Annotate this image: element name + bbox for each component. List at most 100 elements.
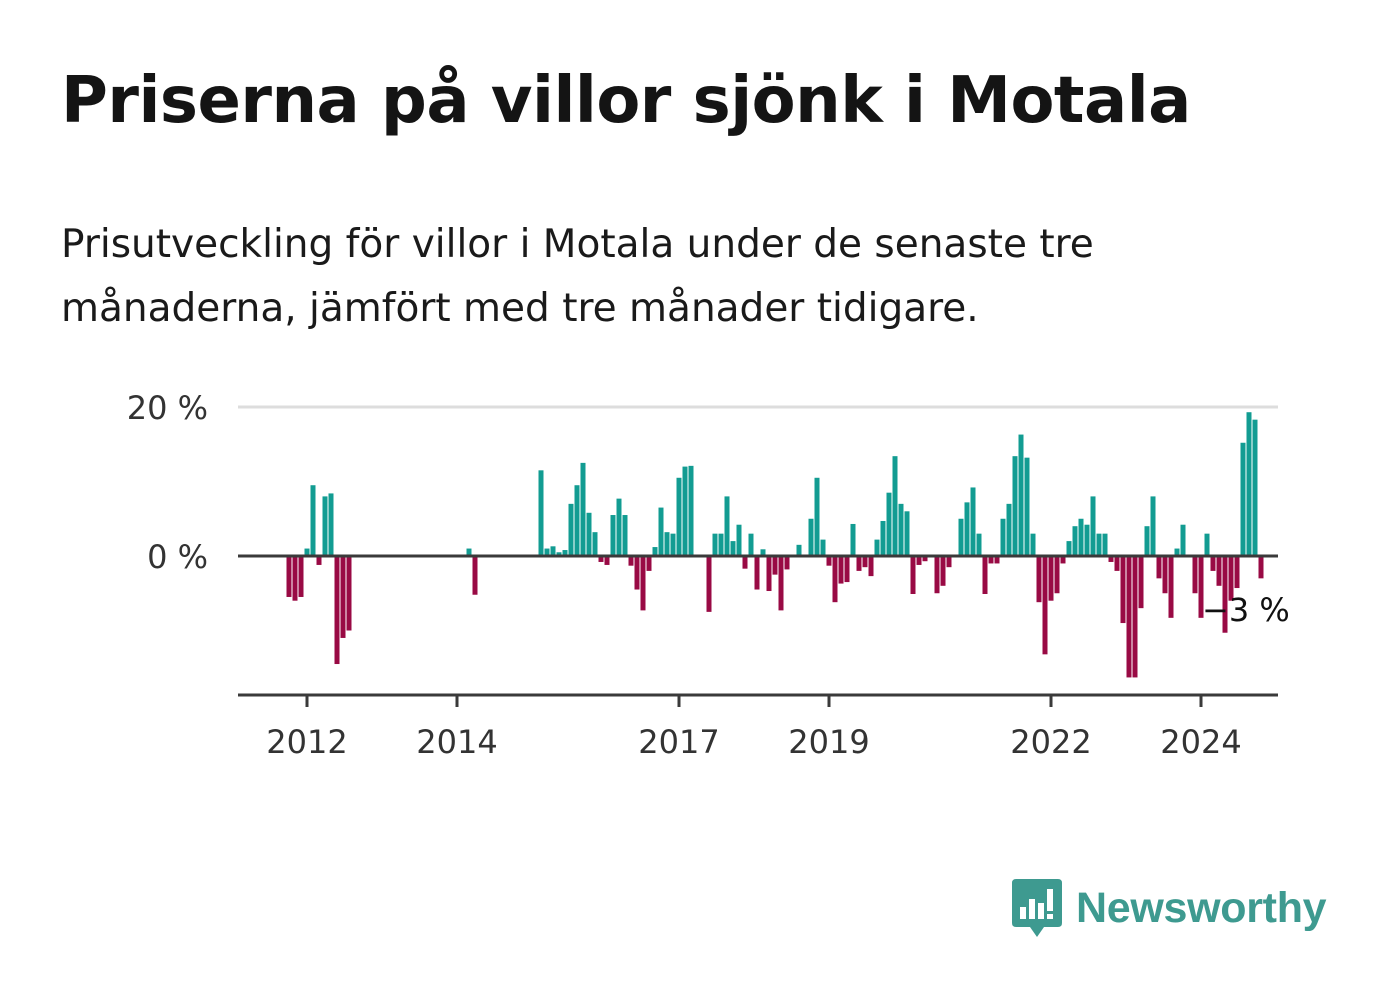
- bar-chart-speech-bubble-icon: [1012, 879, 1062, 937]
- bar: [1150, 496, 1156, 556]
- bar: [658, 507, 664, 556]
- bar: [568, 503, 574, 556]
- bar: [1240, 442, 1246, 556]
- brand-logo: Newsworthy: [1010, 876, 1327, 940]
- bar: [742, 556, 748, 569]
- bar: [832, 556, 838, 603]
- x-tick-label: 2014: [416, 723, 497, 761]
- bar: [1024, 457, 1030, 556]
- bar: [1084, 524, 1090, 556]
- bar: [856, 556, 862, 571]
- bar: [772, 556, 778, 575]
- bar: [292, 556, 298, 601]
- bar: [544, 548, 550, 556]
- bar: [850, 523, 856, 556]
- bar: [304, 548, 310, 556]
- bar: [310, 485, 316, 556]
- bar: [958, 518, 964, 556]
- bar: [868, 556, 874, 577]
- bar: [592, 532, 598, 556]
- bar: [1042, 556, 1048, 655]
- bar: [652, 547, 658, 556]
- bar: [904, 511, 910, 556]
- bar: [1066, 541, 1072, 556]
- axes: [238, 554, 1278, 707]
- bar: [1162, 556, 1168, 594]
- bar: [766, 556, 772, 592]
- bar: [1096, 533, 1102, 556]
- bar: [1138, 556, 1144, 609]
- bar: [640, 556, 646, 611]
- bar: [946, 556, 952, 568]
- bar: [778, 556, 784, 611]
- bar: [1246, 412, 1252, 556]
- bar: [1180, 524, 1186, 556]
- bar: [466, 548, 472, 556]
- bar: [718, 533, 724, 556]
- bar: [976, 533, 982, 556]
- bar: [1198, 556, 1204, 618]
- bar: [1210, 556, 1216, 571]
- bar: [712, 533, 718, 556]
- bar: [1078, 518, 1084, 556]
- bar: [988, 556, 994, 564]
- bar: [1168, 556, 1174, 618]
- bar: [748, 533, 754, 556]
- bar: [328, 493, 334, 556]
- tick-labels: 0 % 20 % 2012 2014 2017 2019 2022 2024 −3 %: [127, 389, 1290, 761]
- bar: [754, 556, 760, 590]
- bar: [838, 556, 844, 584]
- bar: [964, 502, 970, 556]
- chart-title: Priserna på villor sjönk i Motala: [61, 64, 1191, 138]
- bar: [1060, 556, 1066, 564]
- bar: [1072, 526, 1078, 556]
- bar: [814, 477, 820, 556]
- bar: [610, 515, 616, 556]
- bar: [724, 496, 730, 556]
- x-tick-label: 2019: [788, 723, 869, 761]
- bar: [820, 539, 826, 556]
- bar: [1006, 503, 1012, 556]
- bar: [784, 556, 790, 570]
- bar: [286, 556, 292, 597]
- bar: [916, 556, 922, 565]
- y-tick-label: 0 %: [147, 538, 208, 576]
- last-value-annotation: −3 %: [1202, 591, 1290, 629]
- bar: [970, 487, 976, 556]
- bar: [1234, 556, 1240, 589]
- x-tick-label: 2024: [1160, 723, 1241, 761]
- bar: [1192, 556, 1198, 594]
- bar: [556, 552, 562, 556]
- bar: [1102, 533, 1108, 556]
- bar: [664, 532, 670, 556]
- bar: [1258, 556, 1264, 579]
- bar: [844, 556, 850, 583]
- bar: [322, 496, 328, 556]
- bar: [1036, 556, 1042, 603]
- bar: [316, 556, 322, 565]
- bar: [940, 556, 946, 586]
- bar: [298, 556, 304, 597]
- bar: [1126, 556, 1132, 678]
- bar: [982, 556, 988, 594]
- bar: [646, 556, 652, 571]
- bar: [1030, 533, 1036, 556]
- bar: [604, 556, 610, 565]
- bar: [898, 503, 904, 556]
- bar: [994, 556, 1000, 564]
- brand-name: Newsworthy: [1076, 883, 1327, 932]
- bar: [628, 556, 634, 566]
- bar: [1144, 526, 1150, 556]
- bar: [730, 541, 736, 556]
- bar: [862, 556, 868, 568]
- bar: [922, 556, 928, 562]
- bar: [598, 556, 604, 562]
- bar: [586, 512, 592, 556]
- bar: [616, 498, 622, 556]
- bar: [1156, 556, 1162, 579]
- bar: [682, 466, 688, 556]
- bar: [1222, 556, 1228, 633]
- bar: [808, 518, 814, 556]
- y-tick-label: 20 %: [127, 389, 208, 427]
